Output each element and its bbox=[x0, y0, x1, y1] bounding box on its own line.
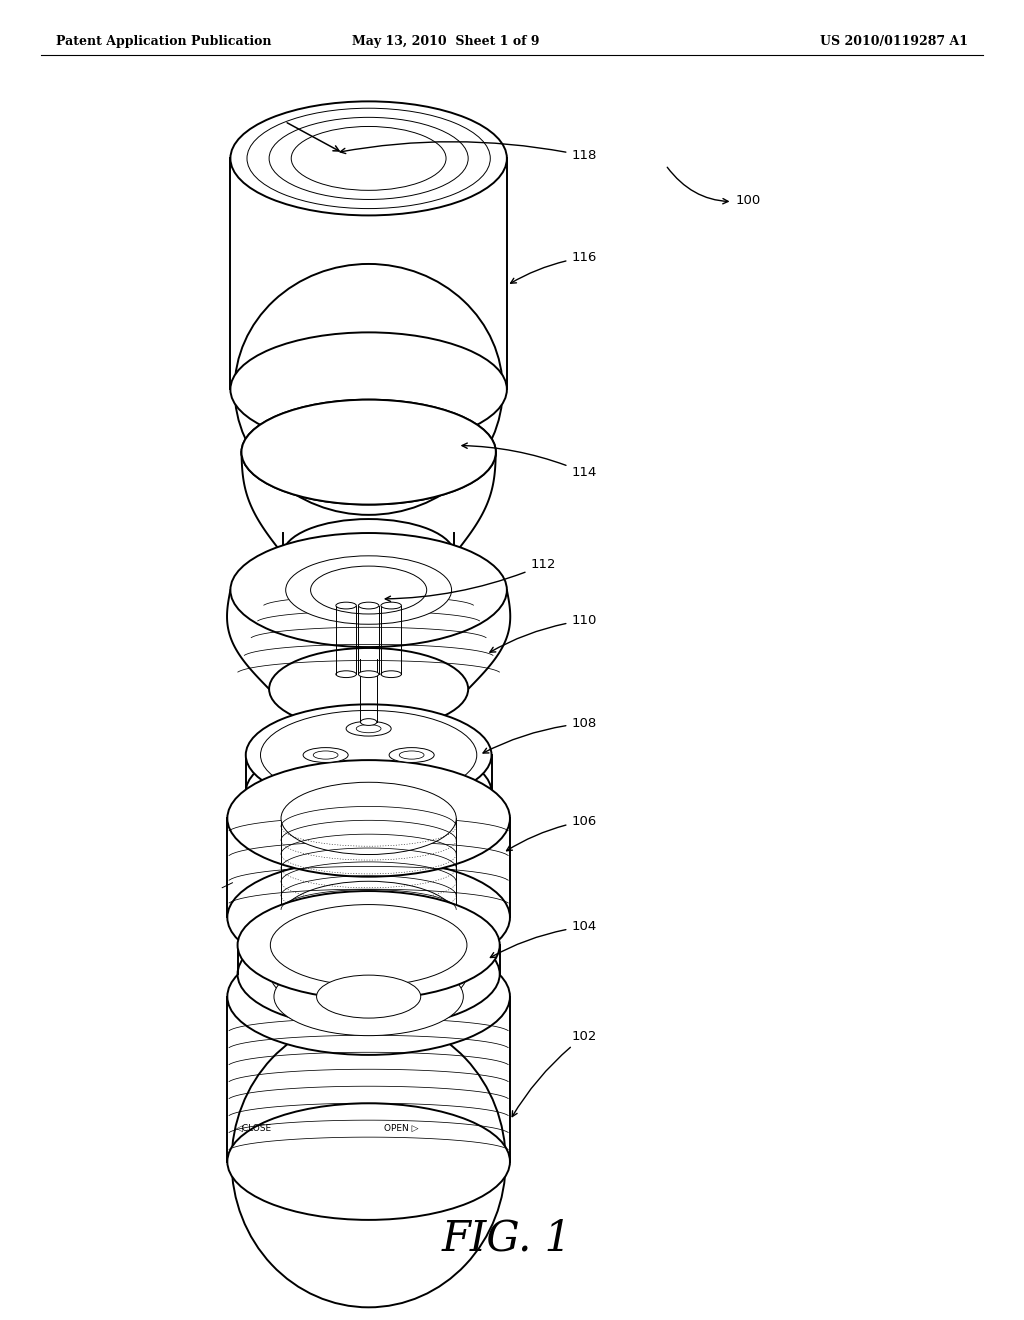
Ellipse shape bbox=[270, 933, 467, 1015]
Ellipse shape bbox=[336, 671, 356, 677]
Ellipse shape bbox=[356, 725, 381, 733]
Text: 116: 116 bbox=[511, 251, 597, 284]
Text: Patent Application Publication: Patent Application Publication bbox=[56, 34, 271, 48]
Ellipse shape bbox=[358, 602, 379, 609]
Ellipse shape bbox=[238, 891, 500, 999]
Ellipse shape bbox=[230, 533, 507, 647]
Text: 112: 112 bbox=[385, 558, 556, 602]
Text: FIG. 1: FIG. 1 bbox=[441, 1217, 572, 1259]
Ellipse shape bbox=[399, 751, 424, 759]
Text: 106: 106 bbox=[507, 814, 597, 850]
Ellipse shape bbox=[269, 117, 468, 199]
Ellipse shape bbox=[360, 718, 377, 726]
Ellipse shape bbox=[291, 127, 446, 190]
Ellipse shape bbox=[316, 975, 421, 1018]
Text: 110: 110 bbox=[489, 614, 597, 652]
Ellipse shape bbox=[227, 859, 510, 975]
Ellipse shape bbox=[381, 602, 401, 609]
Ellipse shape bbox=[246, 742, 492, 842]
Ellipse shape bbox=[230, 102, 507, 215]
Ellipse shape bbox=[303, 747, 348, 763]
Ellipse shape bbox=[238, 920, 500, 1028]
Ellipse shape bbox=[260, 710, 477, 800]
Ellipse shape bbox=[381, 671, 401, 677]
Ellipse shape bbox=[227, 760, 510, 876]
Text: 104: 104 bbox=[490, 920, 597, 957]
Ellipse shape bbox=[269, 648, 468, 730]
Ellipse shape bbox=[242, 400, 496, 504]
Ellipse shape bbox=[242, 400, 496, 504]
Ellipse shape bbox=[281, 882, 457, 953]
Ellipse shape bbox=[274, 957, 463, 1036]
Ellipse shape bbox=[336, 602, 356, 609]
Text: 102: 102 bbox=[512, 1030, 597, 1117]
Ellipse shape bbox=[246, 705, 492, 805]
Ellipse shape bbox=[234, 264, 503, 515]
Text: 100: 100 bbox=[668, 168, 761, 207]
Ellipse shape bbox=[230, 333, 507, 446]
Text: May 13, 2010  Sheet 1 of 9: May 13, 2010 Sheet 1 of 9 bbox=[351, 34, 540, 48]
Ellipse shape bbox=[247, 108, 490, 209]
Ellipse shape bbox=[310, 566, 427, 614]
Text: ◁CLOSE: ◁CLOSE bbox=[236, 1125, 271, 1133]
Text: OPEN ▷: OPEN ▷ bbox=[384, 1125, 419, 1133]
Ellipse shape bbox=[358, 671, 379, 677]
Ellipse shape bbox=[346, 721, 391, 737]
Ellipse shape bbox=[313, 751, 338, 759]
Text: 118: 118 bbox=[340, 141, 597, 162]
Ellipse shape bbox=[227, 939, 510, 1055]
Ellipse shape bbox=[231, 1016, 506, 1307]
Ellipse shape bbox=[389, 747, 434, 763]
Ellipse shape bbox=[286, 556, 452, 624]
Text: 114: 114 bbox=[462, 444, 597, 479]
Text: US 2010/0119287 A1: US 2010/0119287 A1 bbox=[819, 34, 968, 48]
Ellipse shape bbox=[283, 519, 455, 590]
Ellipse shape bbox=[270, 904, 467, 986]
Text: 108: 108 bbox=[483, 717, 597, 752]
Ellipse shape bbox=[281, 783, 457, 854]
Ellipse shape bbox=[227, 1104, 510, 1220]
